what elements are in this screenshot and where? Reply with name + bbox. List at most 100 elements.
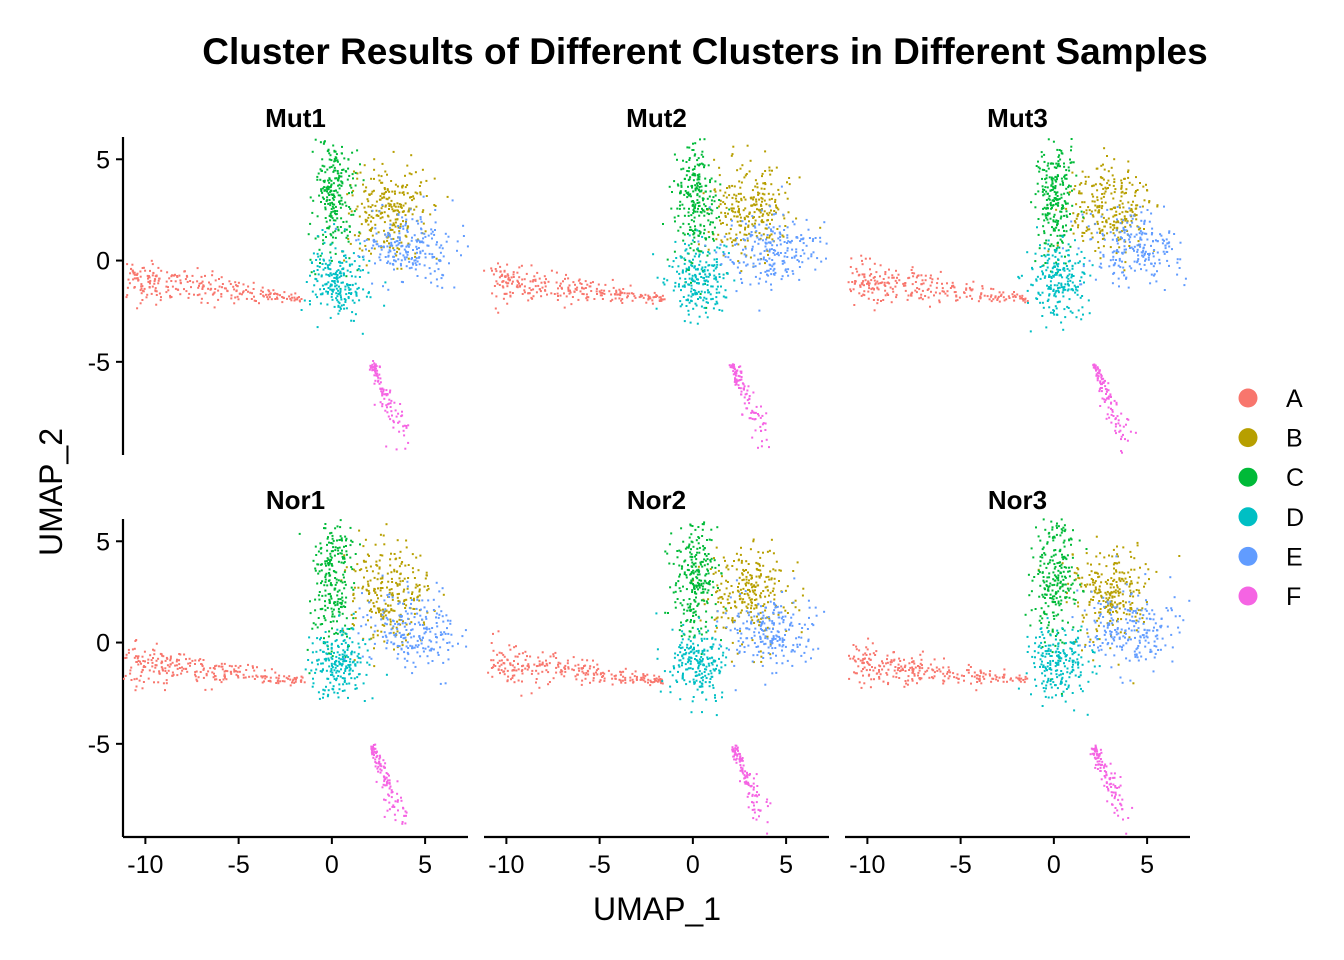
data-point <box>319 302 322 305</box>
data-point <box>288 675 291 678</box>
data-point <box>367 292 370 295</box>
data-point <box>334 527 337 530</box>
data-point <box>388 208 390 210</box>
data-point <box>1024 301 1027 304</box>
data-point <box>389 223 392 226</box>
data-point <box>1096 366 1099 369</box>
chart-title: Cluster Results of Different Clusters in… <box>202 31 1207 72</box>
data-point <box>1129 214 1132 217</box>
data-point <box>1140 238 1143 241</box>
data-point <box>1089 238 1092 241</box>
data-point <box>683 285 686 288</box>
data-point <box>693 154 696 157</box>
data-point <box>714 190 717 193</box>
data-point <box>393 259 396 262</box>
data-point <box>761 219 764 222</box>
data-point <box>709 208 712 211</box>
data-point <box>703 270 706 273</box>
data-point <box>388 235 391 238</box>
data-point <box>389 389 392 392</box>
data-point <box>1035 297 1038 300</box>
data-point <box>343 689 346 692</box>
data-point <box>329 204 332 207</box>
data-point <box>362 269 364 272</box>
data-point <box>728 194 731 197</box>
series-A-points <box>847 254 1029 312</box>
data-point <box>750 204 753 207</box>
data-point <box>733 185 736 188</box>
data-point <box>1113 250 1116 253</box>
data-point <box>1044 275 1047 278</box>
data-point <box>176 667 179 670</box>
data-point <box>181 666 183 669</box>
data-point <box>224 287 227 290</box>
data-point <box>786 226 789 229</box>
data-point <box>158 672 161 675</box>
data-point <box>787 268 790 271</box>
data-point <box>330 653 332 655</box>
data-point <box>1127 169 1130 172</box>
data-point <box>694 292 697 295</box>
data-point <box>335 639 338 642</box>
data-point <box>1099 232 1101 234</box>
data-point <box>139 289 142 292</box>
data-point <box>329 288 332 291</box>
data-point <box>618 288 621 291</box>
data-point <box>1128 181 1131 184</box>
data-point <box>1049 217 1052 220</box>
data-point <box>683 178 686 180</box>
data-point <box>334 236 337 239</box>
data-point <box>300 679 303 682</box>
data-point <box>151 285 154 288</box>
data-point <box>332 608 335 611</box>
data-point <box>294 292 297 295</box>
data-point <box>1098 369 1101 372</box>
data-point <box>348 288 351 291</box>
data-point <box>1053 200 1055 202</box>
data-point <box>223 675 226 677</box>
data-point <box>1106 413 1109 416</box>
data-point <box>662 281 665 284</box>
data-point <box>335 677 338 680</box>
data-point <box>715 217 718 220</box>
data-point <box>761 239 764 242</box>
data-point <box>261 290 264 293</box>
data-point <box>579 290 582 293</box>
data-point <box>327 291 329 293</box>
data-point <box>1115 252 1118 255</box>
data-point <box>403 588 406 591</box>
data-point <box>873 288 875 291</box>
data-point <box>319 670 322 673</box>
data-point <box>691 262 694 265</box>
data-point <box>130 666 133 669</box>
data-point <box>363 240 366 243</box>
data-point <box>320 662 323 665</box>
data-point <box>380 630 383 633</box>
data-point <box>151 665 154 668</box>
data-point <box>771 218 773 221</box>
data-point <box>323 637 325 640</box>
data-point <box>318 265 321 268</box>
data-point <box>1067 166 1070 169</box>
data-point <box>1043 276 1046 279</box>
data-point <box>709 223 712 226</box>
data-point <box>787 240 790 243</box>
data-point <box>710 199 713 202</box>
data-point <box>512 271 515 274</box>
data-point <box>205 672 208 675</box>
data-point <box>370 229 372 232</box>
data-point <box>334 169 337 172</box>
data-point <box>379 387 382 390</box>
data-point <box>333 223 336 226</box>
data-point <box>564 277 566 280</box>
data-point <box>332 546 335 549</box>
data-point <box>330 656 333 659</box>
data-point <box>1054 193 1057 196</box>
data-point <box>337 312 340 315</box>
data-point <box>1126 221 1129 224</box>
data-point <box>693 236 696 239</box>
data-point <box>323 186 326 189</box>
data-point <box>334 666 337 669</box>
data-point <box>1087 175 1090 178</box>
data-point <box>1041 177 1043 180</box>
